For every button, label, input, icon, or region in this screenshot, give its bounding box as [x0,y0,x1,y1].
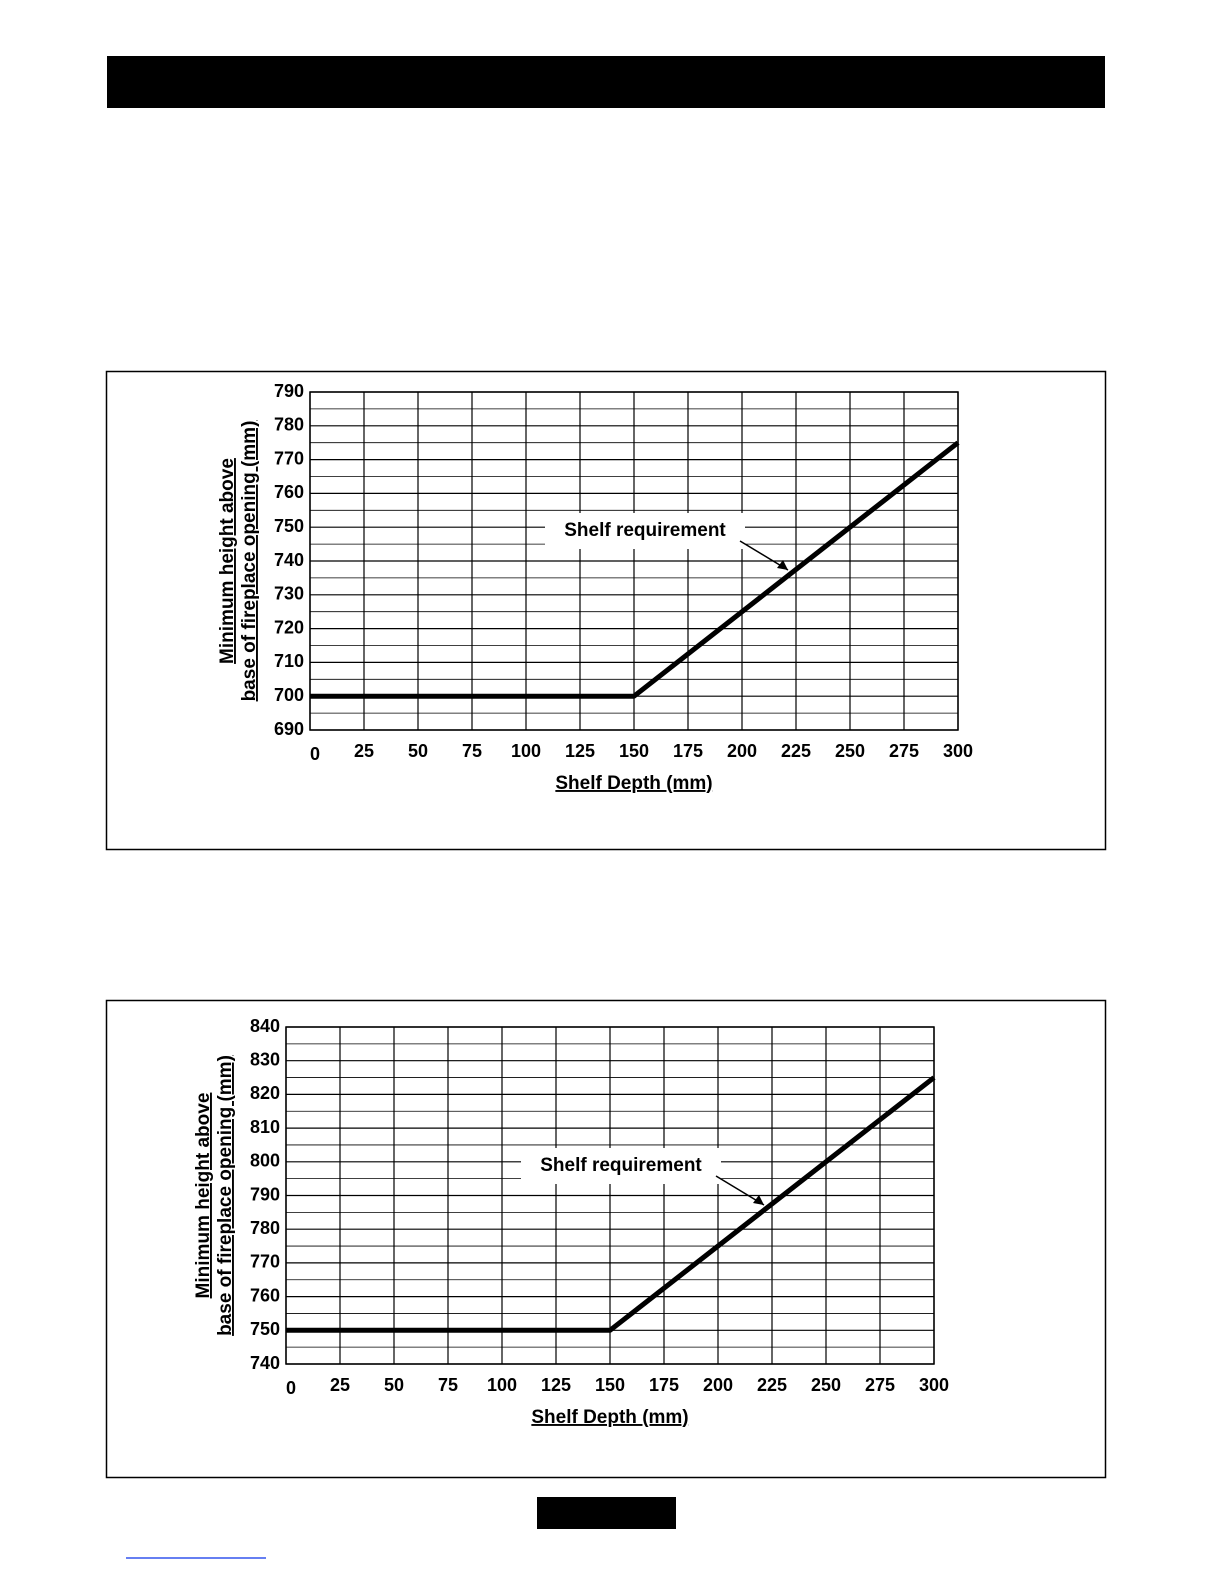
y-tick-label: 840 [250,1016,280,1036]
y-axis-label: Minimum height above [193,1093,214,1299]
arrow-head [777,560,788,570]
x-tick-label: 100 [511,741,541,761]
x-tick-label: 25 [354,741,374,761]
annotation: Shelf requirement [564,520,726,541]
x-tick-label: 50 [408,741,428,761]
plot-frame [309,391,959,731]
y-tick-label: 700 [274,685,304,705]
y-tick-label: 690 [274,719,304,739]
plot-frame [285,1026,935,1365]
x-tick-label: 250 [811,1375,841,1395]
y-tick-label: 820 [250,1083,280,1103]
x-tick-label: 275 [865,1375,895,1395]
x-axis-label: Shelf Depth (mm) [531,1407,688,1428]
x-tick-label: 0 [310,744,320,764]
annotation-bg [521,1148,721,1184]
y-tick-label: 810 [250,1117,280,1137]
x-tick-label: 125 [541,1375,571,1395]
y-axis-label: base of fireplace opening (mm) [239,421,260,702]
header-bar [107,56,1105,108]
y-tick-label: 780 [250,1218,280,1238]
x-tick-label: 225 [781,741,811,761]
y-tick-label: 770 [250,1252,280,1272]
x-tick-label: 150 [619,741,649,761]
y-tick-label: 760 [274,482,304,502]
x-tick-label: 25 [330,1375,350,1395]
figure-frame [105,370,1107,851]
y-tick-label: 760 [250,1285,280,1305]
annotation-bg [545,513,745,549]
x-tick-label: 150 [595,1375,625,1395]
y-tick-label: 780 [274,415,304,435]
x-tick-label: 300 [919,1375,949,1395]
y-tick-label: 740 [250,1353,280,1373]
x-tick-label: 200 [727,741,757,761]
x-tick-label: 100 [487,1375,517,1395]
page-number-box [537,1497,676,1529]
y-tick-label: 790 [250,1184,280,1204]
y-tick-label: 740 [274,550,304,570]
data-line [286,1075,936,1333]
y-tick-label: 750 [250,1319,280,1339]
y-axis-label: base of fireplace opening (mm) [215,1055,236,1336]
y-tick-label: 770 [274,448,304,468]
y-tick-label: 710 [274,651,304,671]
x-tick-label: 225 [757,1375,787,1395]
x-tick-label: 125 [565,741,595,761]
x-tick-label: 75 [462,741,482,761]
y-tick-label: 800 [250,1151,280,1171]
y-axis-label: Minimum height above [217,458,238,664]
annotation: Shelf requirement [540,1155,702,1176]
y-tick-label: 830 [250,1049,280,1069]
y-tick-label: 730 [274,584,304,604]
figure-frame [105,999,1107,1479]
y-tick-label: 750 [274,516,304,536]
arrow-head [753,1195,764,1205]
x-tick-label: 0 [286,1378,296,1398]
x-tick-label: 300 [943,741,973,761]
x-tick-label: 200 [703,1375,733,1395]
x-tick-label: 175 [673,741,703,761]
x-tick-label: 75 [438,1375,458,1395]
x-tick-label: 50 [384,1375,404,1395]
x-tick-label: 275 [889,741,919,761]
y-tick-label: 790 [274,381,304,401]
y-tick-label: 720 [274,617,304,637]
data-line [310,440,960,699]
x-tick-label: 250 [835,741,865,761]
x-tick-label: 175 [649,1375,679,1395]
x-axis-label: Shelf Depth (mm) [555,773,712,794]
